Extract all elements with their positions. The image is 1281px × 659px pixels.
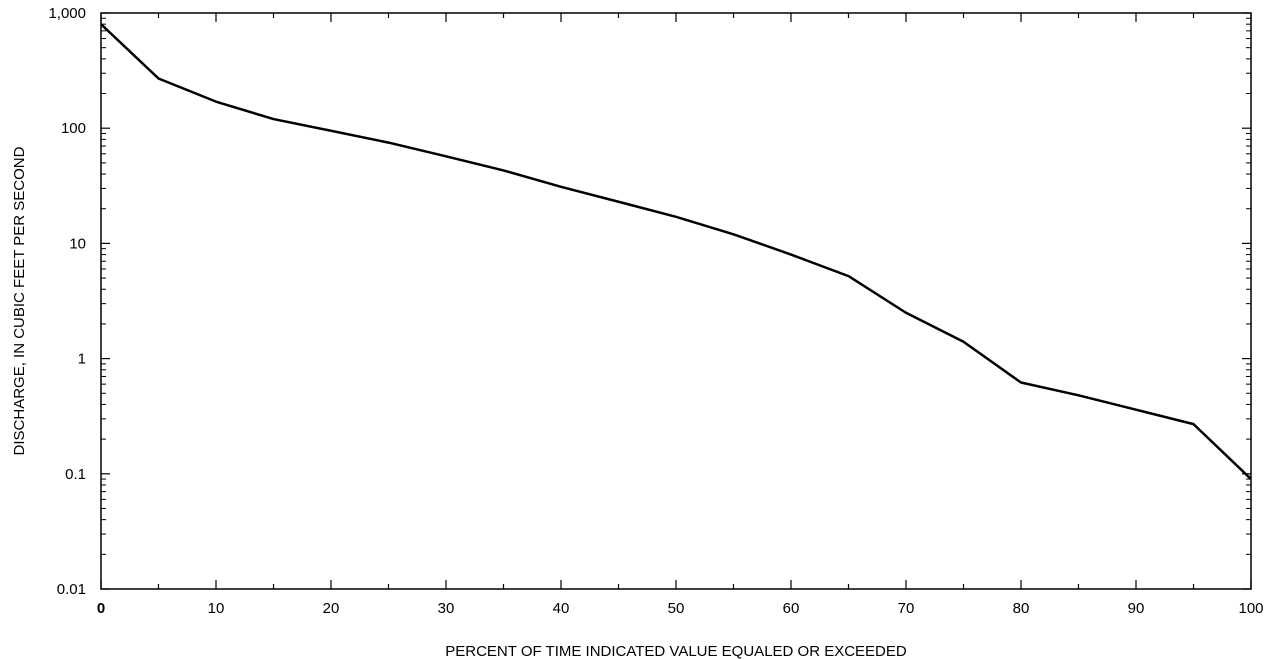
y-tick-label: 0.1 — [65, 466, 86, 483]
series-layer — [100, 23, 1252, 480]
y-tick-label: 0.01 — [57, 581, 86, 598]
y-axis-title: DISCHARGE, IN CUBIC FEET PER SECOND — [11, 146, 28, 455]
x-tick-label: 30 — [438, 600, 455, 617]
x-axis-title: PERCENT OF TIME INDICATED VALUE EQUALED … — [445, 643, 907, 659]
x-tick-label: 40 — [553, 600, 570, 617]
x-tick-label: 50 — [668, 600, 685, 617]
flow-duration-line — [100, 23, 1252, 480]
plot-frame — [100, 12, 1252, 590]
x-tick-label: 0 — [97, 600, 105, 617]
y-tick-label: 10 — [69, 235, 86, 252]
x-tick-label: 60 — [783, 600, 800, 617]
x-tick-label: 100 — [1238, 600, 1263, 617]
axis-ticks — [100, 12, 1252, 590]
tick-labels: 0 10 20 30 40 50 60 70 80 90 100 0.01 0.1 1 10 100 1,000 — [48, 5, 1263, 617]
y-tick-label: 100 — [61, 120, 86, 137]
x-tick-label: 90 — [1128, 600, 1145, 617]
x-tick-label: 10 — [208, 600, 225, 617]
y-tick-label: 1 — [78, 351, 86, 368]
x-tick-label: 20 — [323, 600, 340, 617]
x-tick-label: 80 — [1013, 600, 1030, 617]
x-tick-label: 70 — [898, 600, 915, 617]
y-tick-label: 1,000 — [48, 5, 86, 22]
